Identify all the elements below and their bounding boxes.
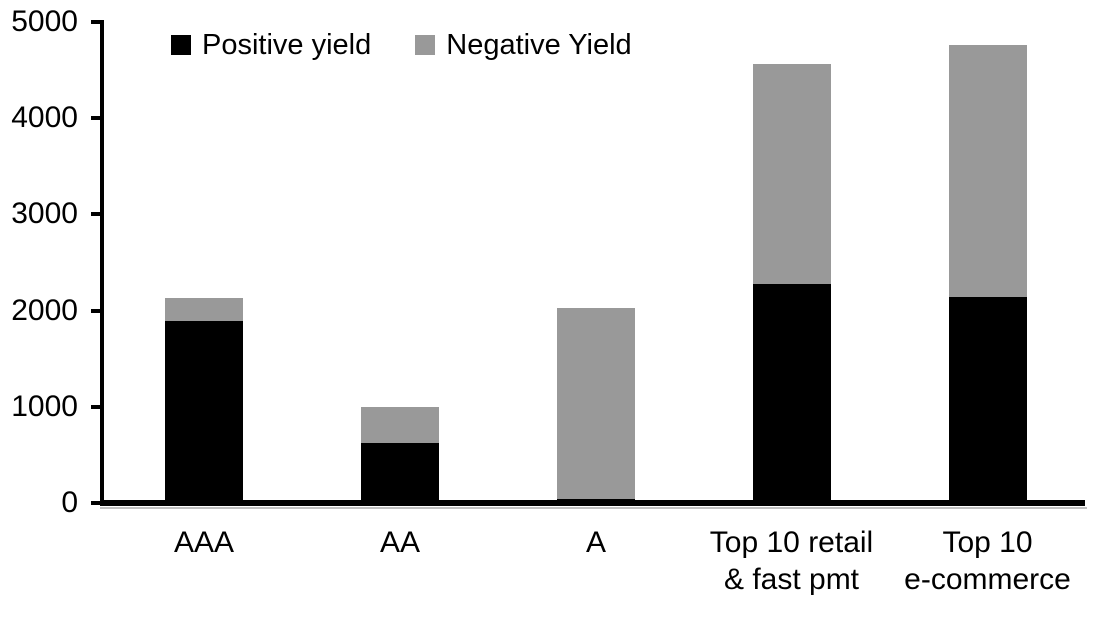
x-axis-line	[100, 500, 1085, 506]
y-tick-label-2000: 2000	[11, 293, 78, 327]
y-tick-5000	[91, 20, 101, 24]
legend-label-positive-yield: Positive yield	[202, 29, 372, 61]
legend-swatch-positive-yield-icon	[171, 35, 191, 55]
y-tick-4000	[91, 116, 101, 121]
legend-label-negative-yield: Negative Yield	[446, 29, 632, 61]
bar-top-10-e-commerce-negative-yield-segment	[948, 45, 1027, 298]
bar-aaa-positive-yield-segment	[165, 321, 243, 503]
legend-item-positive-yield: Positive yield	[171, 28, 371, 62]
bar-aa-positive-yield-segment	[361, 443, 439, 503]
bar-top-10-retail-fast-pmt-positive-yield-segment	[752, 283, 831, 503]
bar-aa-negative-yield-segment	[361, 406, 439, 444]
y-tick-label-5000: 5000	[11, 5, 78, 38]
x-axis-shadow-line	[100, 507, 1087, 509]
legend-swatch-negative-yield-icon	[415, 35, 436, 55]
y-tick-label-0: 0	[61, 486, 78, 519]
bar-a-positive-yield-segment	[557, 499, 635, 503]
x-axis-label-top-10-retail-fast-pmt: Top 10 retail & fast pmt	[709, 526, 874, 596]
y-tick-label-3000: 3000	[11, 197, 78, 231]
chart-legend: Positive yield Negative Yield	[171, 28, 632, 62]
bar-aaa-negative-yield-segment	[165, 298, 243, 322]
bar-top-10-e-commerce-positive-yield-segment	[948, 297, 1027, 503]
y-tick-label-1000: 1000	[11, 389, 78, 423]
bar-a-negative-yield-segment	[557, 307, 635, 500]
y-tick-3000	[91, 212, 101, 217]
x-axis-label-aaa: AAA	[173, 526, 235, 559]
y-axis-line	[100, 20, 104, 506]
bar-top-10-retail-fast-pmt-negative-yield-segment	[752, 64, 831, 284]
x-axis-label-top-10-e-commerce: Top 10 e-commerce	[904, 526, 1071, 596]
legend-item-negative-yield: Negative Yield	[415, 28, 632, 62]
x-axis-label-aa: AA	[379, 526, 421, 559]
y-tick-label-4000: 4000	[11, 101, 78, 135]
y-tick-1000	[91, 404, 101, 409]
x-axis-label-a: A	[585, 526, 606, 559]
y-tick-0	[91, 501, 101, 505]
y-tick-2000	[91, 308, 101, 313]
